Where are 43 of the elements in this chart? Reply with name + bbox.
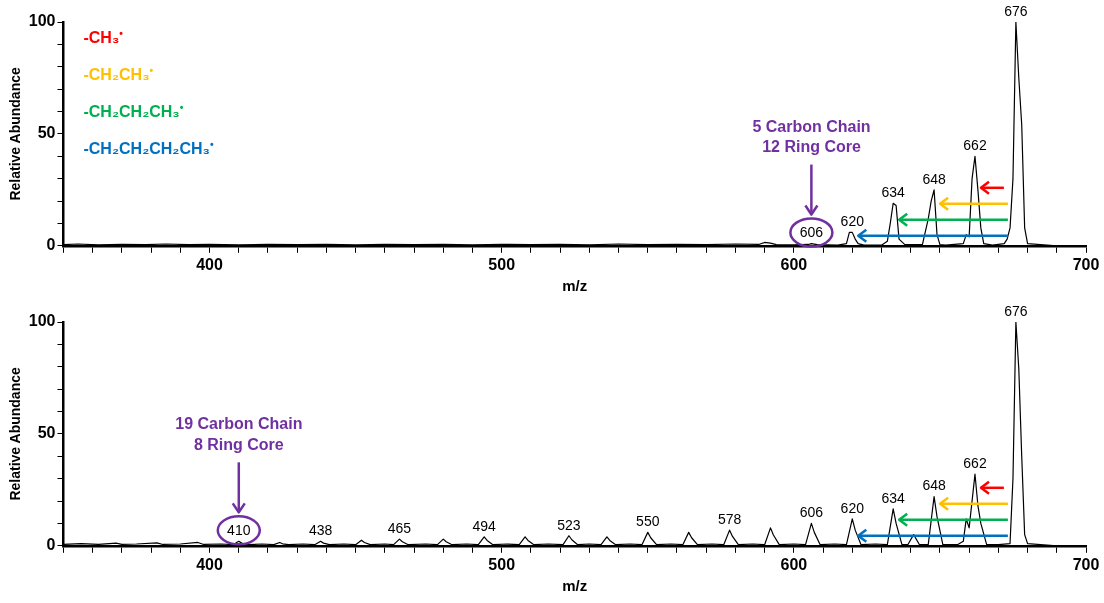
annotation: 5 Carbon Chain 12 Ring Core [752, 116, 871, 158]
y-axis-title: Relative Abundance [7, 367, 24, 501]
y-tick-label: 0 [46, 236, 56, 254]
annotation: -CH₂CH₂CH₃$^{•}$ [83, 102, 184, 122]
annotation: 494 [472, 517, 497, 534]
annotation: 648 [922, 477, 946, 494]
annotation: 19 Carbon Chain 8 Ring Core [175, 414, 303, 456]
x-tick-label: 400 [196, 255, 224, 273]
x-axis-title: m/z [562, 277, 588, 295]
annotation: 523 [557, 516, 581, 533]
x-tick-label: 700 [1072, 255, 1100, 273]
annotation: 620 [840, 213, 865, 230]
y-axis-title: Relative Abundance [7, 67, 24, 201]
y-tick-label: 50 [37, 424, 56, 442]
annotation: 606 [799, 224, 824, 241]
annotation: 634 [881, 489, 906, 506]
y-tick-label: 50 [37, 124, 56, 142]
annotation: 634 [881, 184, 906, 201]
x-tick-label: 500 [488, 255, 516, 273]
annotation: 648 [922, 170, 946, 187]
annotation: 606 [799, 504, 824, 521]
x-tick-label: 400 [196, 555, 224, 573]
x-tick-label: 700 [1072, 555, 1100, 573]
annotation: 438 [308, 522, 333, 539]
y-tick-label: 0 [46, 536, 56, 554]
x-axis-title: m/z [562, 577, 588, 595]
annotation: 620 [840, 499, 865, 516]
annotation: 550 [636, 513, 660, 530]
annotation: 676 [1004, 2, 1028, 19]
x-tick-label: 600 [780, 555, 808, 573]
y-tick-label: 100 [28, 12, 56, 30]
annotation: 676 [1004, 302, 1028, 319]
x-tick-label: 600 [780, 255, 808, 273]
annotation: 662 [963, 455, 987, 472]
annotation: -CH₂CH₃$^{•}$ [83, 65, 154, 85]
x-tick-label: 500 [488, 555, 516, 573]
annotation: 465 [387, 519, 412, 536]
annotation: -CH₂CH₂CH₂CH₃$^{•}$ [83, 139, 214, 159]
annotation: -CH₃$^{•}$ [83, 28, 123, 48]
annotation: 662 [963, 137, 987, 154]
annotation: 578 [717, 510, 742, 527]
annotation: 410 [227, 522, 251, 539]
y-tick-label: 100 [28, 312, 56, 330]
